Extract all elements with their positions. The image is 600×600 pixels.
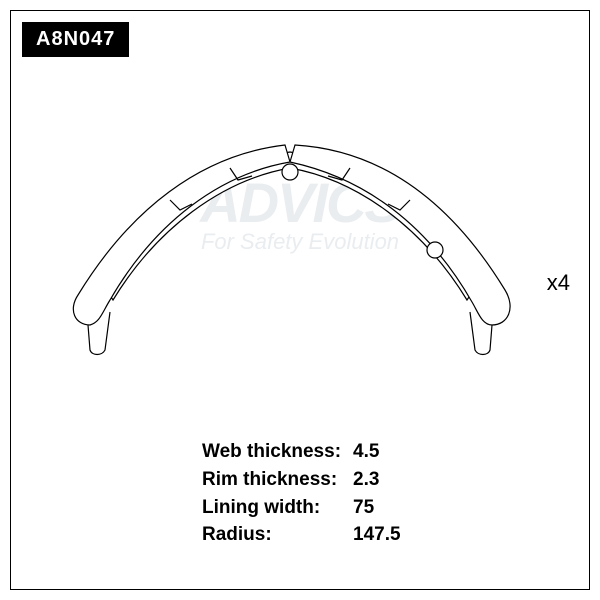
spec-value: 75 [347, 495, 401, 521]
quantity-label: x4 [547, 270, 570, 296]
diagram-svg [30, 90, 550, 370]
spec-row: Web thickness:4.5 [202, 439, 401, 465]
specs-table: Web thickness:4.5Rim thickness:2.3Lining… [200, 437, 403, 550]
spec-value: 4.5 [347, 439, 401, 465]
part-number-text: A8N047 [36, 28, 115, 50]
spec-row: Rim thickness:2.3 [202, 467, 401, 493]
spec-row: Radius:147.5 [202, 522, 401, 548]
spec-value: 2.3 [347, 467, 401, 493]
part-number-badge: A8N047 [22, 22, 129, 57]
spec-label: Web thickness: [202, 439, 345, 465]
spec-value: 147.5 [347, 522, 401, 548]
spec-label: Rim thickness: [202, 467, 345, 493]
spec-row: Lining width:75 [202, 495, 401, 521]
brake-shoe-diagram [30, 90, 550, 370]
spec-label: Lining width: [202, 495, 345, 521]
spec-label: Radius: [202, 522, 345, 548]
